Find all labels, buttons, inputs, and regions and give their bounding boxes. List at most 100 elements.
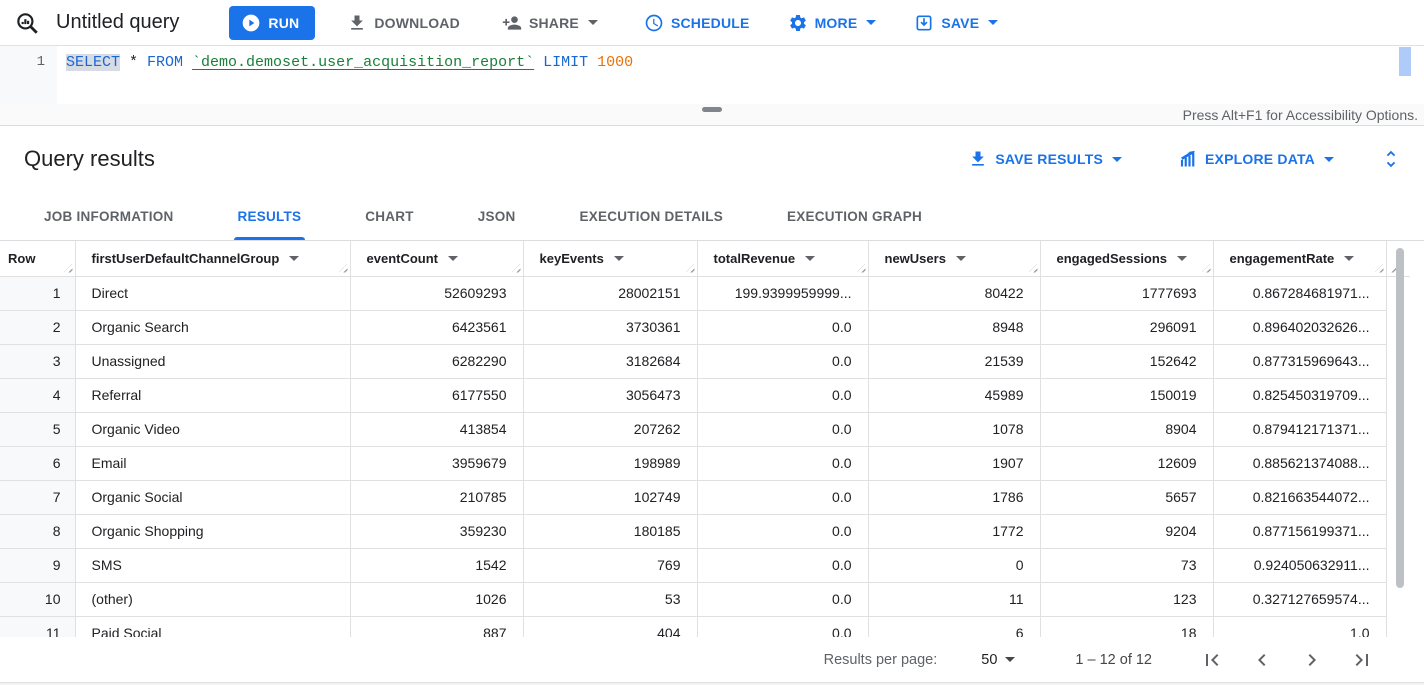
data-cell: 3182684 <box>523 344 698 379</box>
data-cell: 1786 <box>868 480 1041 515</box>
row-number-cell: 9 <box>0 548 76 583</box>
query-toolbar: Untitled query RUN DOWNLOAD SHARE SCHEDU… <box>0 0 1424 46</box>
window-bottom-strip <box>0 682 1424 685</box>
download-button[interactable]: DOWNLOAD <box>347 13 460 33</box>
data-cell: 6 <box>868 616 1041 637</box>
tab-execution-details[interactable]: EXECUTION DETAILS <box>579 208 724 224</box>
query-magnifier-icon <box>14 10 40 36</box>
row-number-cell: 11 <box>0 616 76 637</box>
data-cell: SMS <box>75 548 351 583</box>
column-resize-handle[interactable] <box>685 263 695 273</box>
table-scrollbar-thumb[interactable] <box>1396 248 1404 588</box>
column-resize-handle[interactable] <box>511 263 521 273</box>
row-number-cell: 6 <box>0 446 76 481</box>
data-cell: 0.825450319709... <box>1213 378 1387 413</box>
data-cell: 207262 <box>523 412 698 447</box>
page-size-select[interactable]: 50 <box>981 652 1016 668</box>
data-cell: 150019 <box>1040 378 1214 413</box>
column-resize-handle[interactable] <box>1201 263 1211 273</box>
line-number: 1 <box>36 54 45 70</box>
data-cell: 6423561 <box>350 310 524 345</box>
last-page-button[interactable] <box>1344 642 1380 678</box>
column-menu-icon[interactable] <box>1177 255 1188 261</box>
sql-keyword-from: FROM <box>147 54 193 71</box>
column-header-engagedSessions: engagedSessions <box>1040 241 1214 277</box>
data-cell: 8904 <box>1040 412 1214 447</box>
more-button[interactable]: MORE <box>788 13 877 33</box>
column-resize-handle[interactable] <box>1387 263 1396 273</box>
sql-editor[interactable]: 1 SELECT * FROM `demo.demoset.user_acqui… <box>0 46 1424 104</box>
data-cell: 0.0 <box>697 310 869 345</box>
tab-execution-graph[interactable]: EXECUTION GRAPH <box>787 208 923 224</box>
data-cell: 3730361 <box>523 310 698 345</box>
data-cell: Direct <box>75 276 351 311</box>
data-cell: 3056473 <box>523 378 698 413</box>
column-menu-icon[interactable] <box>613 255 624 261</box>
explore-data-button[interactable]: EXPLORE DATA <box>1178 149 1334 169</box>
data-cell: 198989 <box>523 446 698 481</box>
data-cell: 199.9399959999... <box>697 276 869 311</box>
data-cell: 180185 <box>523 514 698 549</box>
data-cell: 0.0 <box>697 446 869 481</box>
results-table: Row firstUserDefaultChannelGroup eventCo… <box>0 241 1410 637</box>
save-icon <box>914 13 934 33</box>
row-number-cell: 7 <box>0 480 76 515</box>
next-page-button[interactable] <box>1294 642 1330 678</box>
table-row: 11 Paid Social 887 404 0.0 6 18 1.0 <box>0 616 1410 637</box>
run-button[interactable]: RUN <box>229 5 316 40</box>
column-resize-handle[interactable] <box>338 263 348 273</box>
first-page-button[interactable] <box>1194 642 1230 678</box>
table-row: 7 Organic Social 210785 102749 0.0 1786 5657 0.… <box>0 480 1410 515</box>
schedule-button[interactable]: SCHEDULE <box>644 13 750 33</box>
row-number-cell: 2 <box>0 310 76 345</box>
share-button[interactable]: SHARE <box>502 13 598 33</box>
save-results-button[interactable]: SAVE RESULTS <box>968 149 1122 169</box>
tab-results[interactable]: RESULTS <box>206 192 334 240</box>
data-cell: 53 <box>523 582 698 617</box>
tab-job-information[interactable]: JOB INFORMATION <box>44 208 174 224</box>
data-cell: Paid Social <box>75 616 351 637</box>
chevron-down-icon <box>1324 156 1334 162</box>
table-row: 9 SMS 1542 769 0.0 0 73 0.924050632911... <box>0 548 1410 583</box>
data-cell: Unassigned <box>75 344 351 379</box>
chevron-down-icon <box>1005 657 1016 662</box>
chevron-down-icon <box>1112 156 1122 162</box>
data-cell: (other) <box>75 582 351 617</box>
column-menu-icon[interactable] <box>805 255 816 261</box>
data-cell: 0.885621374088... <box>1213 446 1387 481</box>
column-header-engagementRate: engagementRate <box>1213 241 1387 277</box>
save-button[interactable]: SAVE <box>914 13 999 33</box>
gear-icon <box>788 13 808 33</box>
sql-code-line[interactable]: SELECT * FROM `demo.demoset.user_acquisi… <box>66 54 633 71</box>
expand-results-button[interactable] <box>1380 148 1402 170</box>
column-menu-icon[interactable] <box>955 255 966 261</box>
pagination-range: 1 – 12 of 12 <box>1075 651 1152 668</box>
data-cell: 1078 <box>868 412 1041 447</box>
sql-table-reference-link[interactable]: `demo.demoset.user_acquisition_report` <box>192 54 535 71</box>
table-row: 5 Organic Video 413854 207262 0.0 1078 8904 0.8… <box>0 412 1410 447</box>
editor-divider-strip: Press Alt+F1 for Accessibility Options. <box>0 104 1424 126</box>
editor-scrollbar-thumb[interactable] <box>1399 47 1411 76</box>
column-menu-icon[interactable] <box>448 255 458 261</box>
data-cell: 0.0 <box>697 480 869 515</box>
column-resize-handle[interactable] <box>856 263 866 273</box>
previous-page-button[interactable] <box>1244 642 1280 678</box>
data-cell: 0.924050632911... <box>1213 548 1387 583</box>
column-menu-icon[interactable] <box>289 255 300 261</box>
column-resize-handle[interactable] <box>1028 263 1038 273</box>
accessibility-hint: Press Alt+F1 for Accessibility Options. <box>1182 107 1418 123</box>
column-resize-handle[interactable] <box>1374 263 1384 273</box>
column-header-firstUserDefaultChannelGroup: firstUserDefaultChannelGroup <box>75 241 351 277</box>
column-menu-icon[interactable] <box>1344 255 1355 261</box>
resize-drag-handle[interactable] <box>702 107 722 112</box>
data-cell: 28002151 <box>523 276 698 311</box>
sql-limit-value: 1000 <box>597 54 634 71</box>
editor-gutter: 1 <box>0 46 57 104</box>
play-icon <box>241 13 261 33</box>
data-cell: 296091 <box>1040 310 1214 345</box>
tab-chart[interactable]: CHART <box>365 208 414 224</box>
data-cell: 3959679 <box>350 446 524 481</box>
person-add-icon <box>502 13 522 33</box>
column-resize-handle[interactable] <box>63 263 73 273</box>
tab-json[interactable]: JSON <box>477 208 516 224</box>
